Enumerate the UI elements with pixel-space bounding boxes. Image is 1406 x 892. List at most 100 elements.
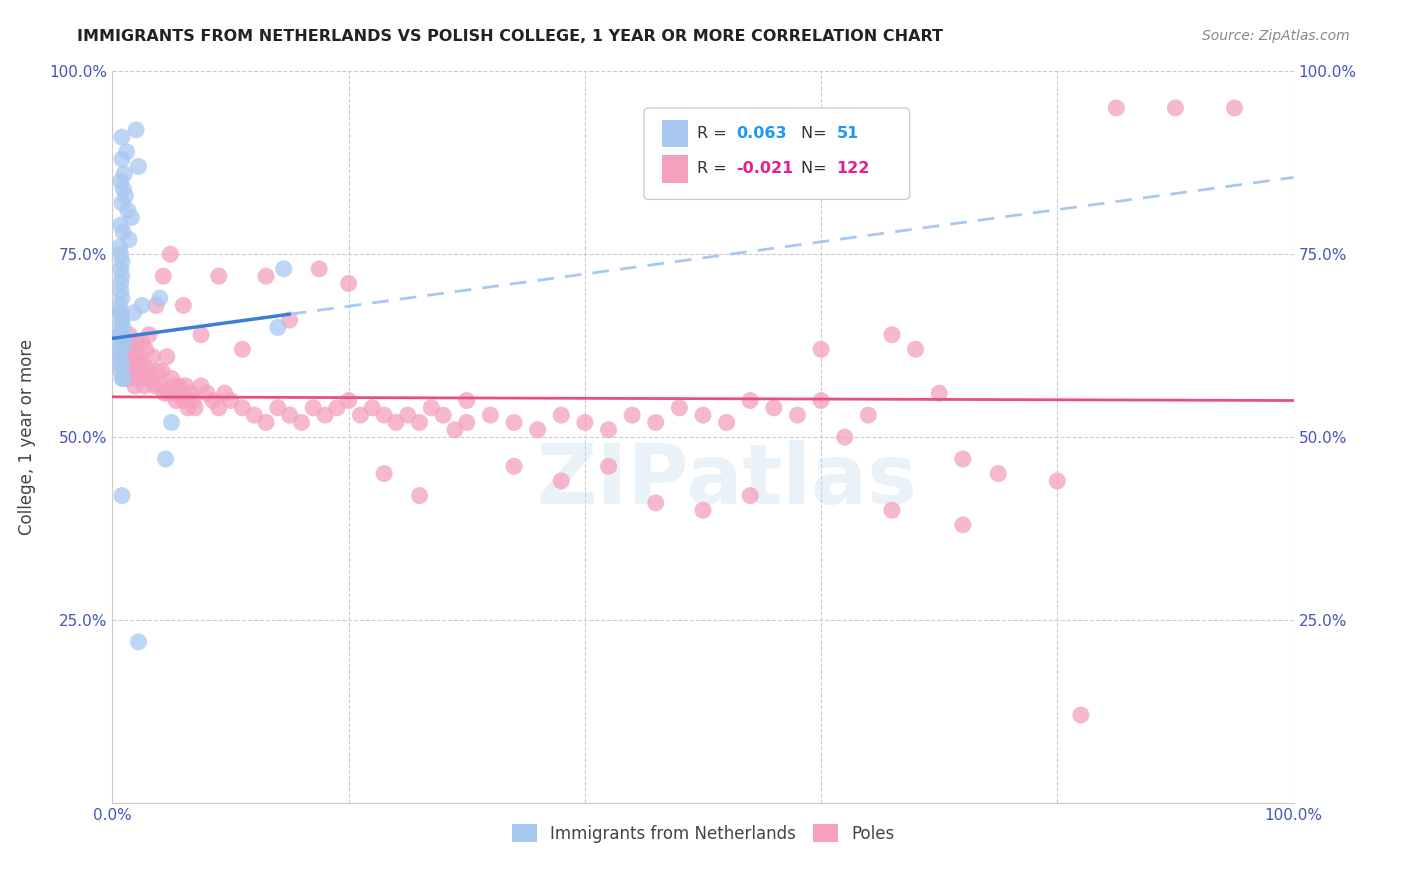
Point [165, 393, 187, 408]
Point [131, 298, 153, 312]
Point [124, 379, 146, 393]
Point [160, 416, 183, 430]
Point [111, 152, 134, 166]
Point [952, 452, 974, 467]
Point [432, 408, 454, 422]
Point [138, 327, 160, 342]
Point [621, 408, 644, 422]
Point [112, 334, 135, 349]
Point [174, 379, 197, 393]
Point [112, 225, 135, 239]
Point [160, 371, 183, 385]
Point [139, 371, 162, 385]
Point [267, 401, 290, 415]
Text: Source: ZipAtlas.com: Source: ZipAtlas.com [1202, 29, 1350, 43]
Point [115, 357, 138, 371]
Legend: Immigrants from Netherlands, Poles: Immigrants from Netherlands, Poles [505, 818, 901, 849]
Point [107, 350, 129, 364]
Point [361, 401, 384, 415]
Point [692, 408, 714, 422]
Point [110, 306, 132, 320]
Point [740, 489, 762, 503]
Point [810, 343, 832, 357]
Point [904, 343, 927, 357]
Point [110, 247, 132, 261]
Point [125, 334, 148, 349]
Point [201, 393, 224, 408]
FancyBboxPatch shape [644, 108, 910, 200]
FancyBboxPatch shape [662, 154, 688, 183]
Point [190, 379, 212, 393]
Point [598, 459, 620, 474]
Point [117, 343, 139, 357]
Point [118, 233, 141, 247]
Point [167, 379, 190, 393]
Point [129, 364, 152, 378]
Point [152, 269, 174, 284]
Text: 122: 122 [837, 161, 870, 176]
Point [231, 343, 253, 357]
Point [574, 416, 596, 430]
Point [157, 386, 180, 401]
Point [146, 364, 169, 378]
Point [122, 306, 145, 320]
Point [179, 386, 201, 401]
Point [128, 357, 150, 371]
Point [644, 496, 666, 510]
Point [1046, 474, 1069, 488]
Point [111, 291, 134, 305]
Point [267, 320, 290, 334]
Point [668, 401, 690, 415]
Point [190, 327, 212, 342]
Point [120, 211, 142, 225]
Point [928, 386, 950, 401]
Point [155, 452, 177, 467]
Point [231, 401, 253, 415]
Point [110, 327, 132, 342]
Point [110, 364, 132, 378]
Point [308, 261, 330, 276]
Point [385, 416, 408, 430]
Point [550, 408, 572, 422]
Point [880, 327, 903, 342]
Point [526, 423, 548, 437]
Point [125, 123, 148, 137]
Point [479, 408, 502, 422]
Point [503, 459, 526, 474]
Point [644, 416, 666, 430]
Point [111, 269, 134, 284]
Point [444, 423, 467, 437]
Point [456, 393, 478, 408]
Point [110, 174, 132, 188]
Point [136, 364, 159, 378]
Point [108, 240, 131, 254]
Point [170, 386, 193, 401]
Point [1223, 101, 1246, 115]
Point [243, 408, 266, 422]
Point [337, 393, 360, 408]
Point [1070, 708, 1092, 723]
Point [278, 408, 301, 422]
Point [110, 320, 132, 334]
Point [326, 401, 349, 415]
Point [111, 313, 134, 327]
Point [692, 503, 714, 517]
Point [254, 269, 277, 284]
Point [987, 467, 1010, 481]
Point [181, 393, 204, 408]
Text: R =: R = [697, 161, 733, 176]
Point [163, 379, 186, 393]
Point [111, 371, 134, 385]
Point [131, 371, 153, 385]
Point [408, 489, 430, 503]
Point [314, 408, 336, 422]
Text: 0.063: 0.063 [737, 126, 787, 141]
Point [127, 371, 149, 385]
Point [1105, 101, 1128, 115]
Point [108, 327, 131, 342]
Point [273, 261, 295, 276]
Point [111, 130, 134, 145]
Point [195, 386, 218, 401]
Point [786, 408, 808, 422]
Point [349, 408, 371, 422]
